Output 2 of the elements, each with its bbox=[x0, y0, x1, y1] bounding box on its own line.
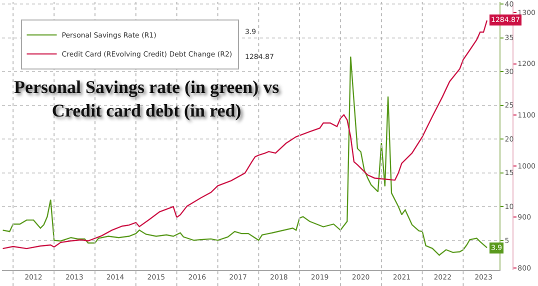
text: Personal Savings rate (in green) vs Credit card debt (in red) bbox=[14, 77, 280, 120]
line-series bbox=[2, 20, 488, 250]
